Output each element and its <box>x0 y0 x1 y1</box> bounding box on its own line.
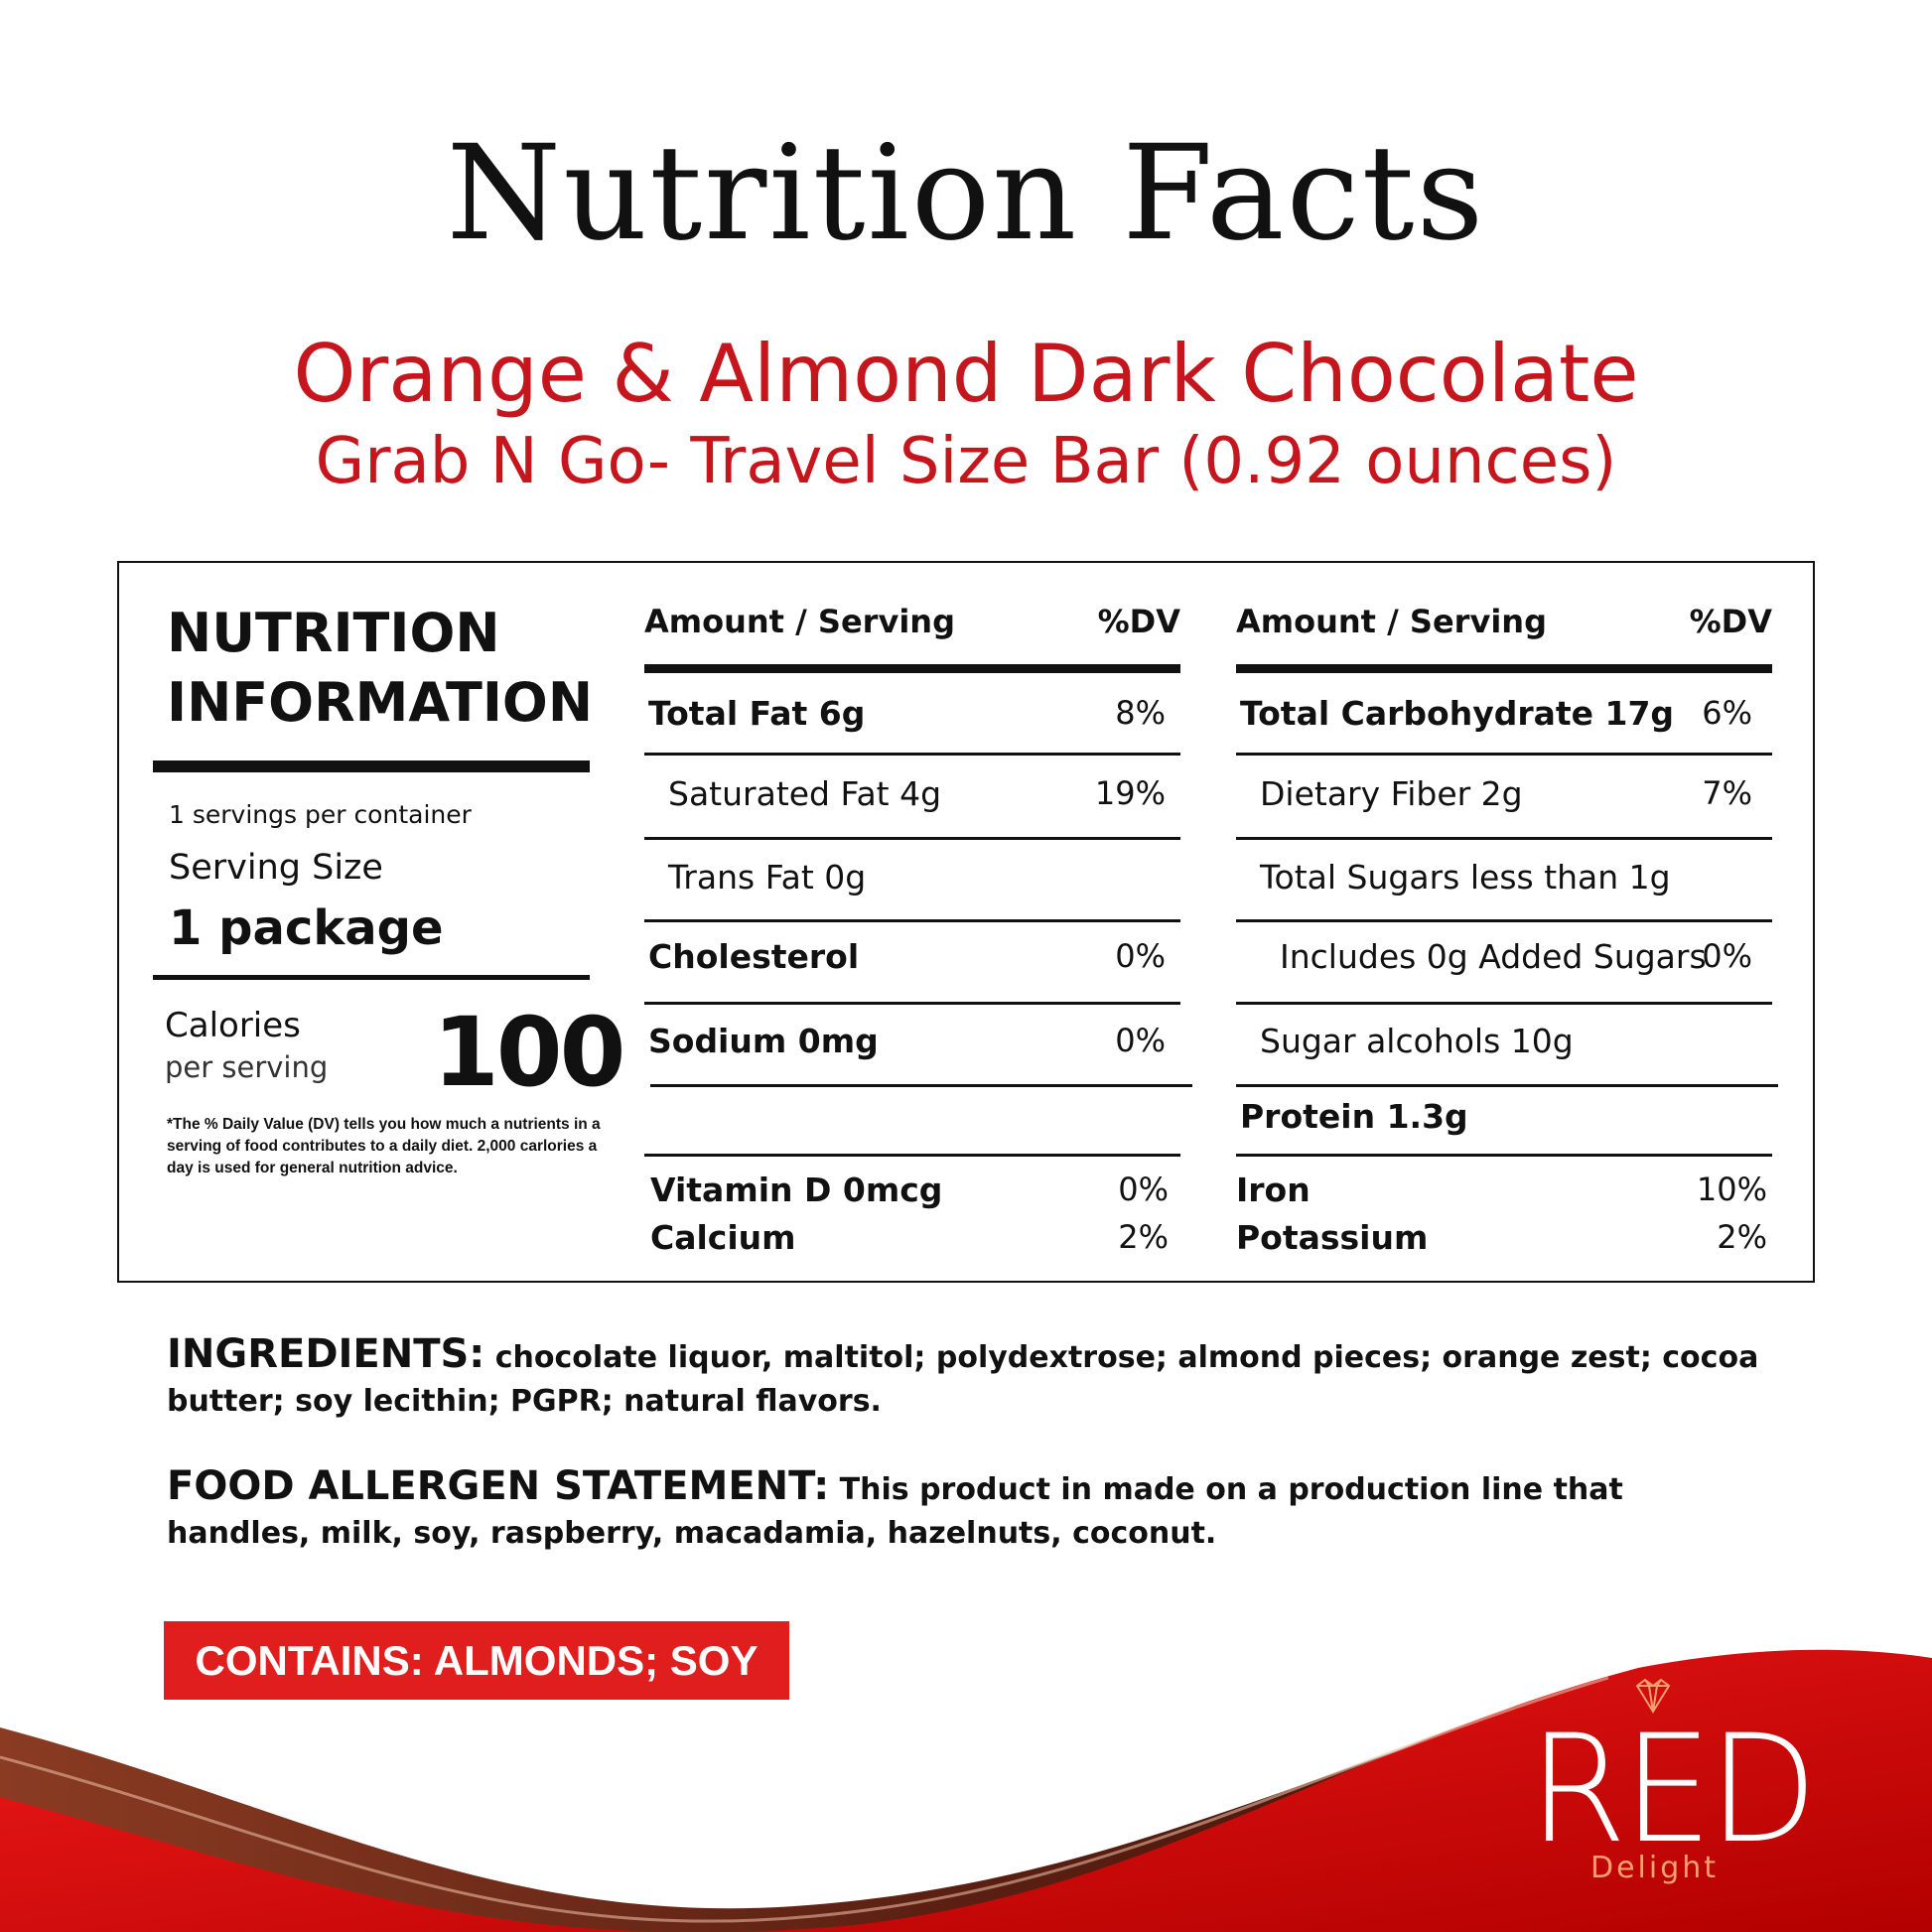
servings-per-container: 1 servings per container <box>169 800 472 829</box>
divider <box>1236 919 1772 922</box>
ingredients-label: INGREDIENTS: <box>167 1331 485 1377</box>
divider <box>153 760 590 772</box>
nutrition-panel <box>117 561 1815 1283</box>
mineral-dv: 2% <box>1118 1218 1169 1256</box>
nutrient-label: Cholesterol <box>648 937 860 976</box>
brand-logo: RED <box>1528 1704 1818 1876</box>
nutrient-label: Trans Fat 0g <box>668 858 867 897</box>
divider <box>1236 1084 1778 1087</box>
allergen-statement: FOOD ALLERGEN STATEMENT: This product in… <box>167 1464 1775 1556</box>
divider <box>1236 837 1772 840</box>
allergen-label: FOOD ALLERGEN STATEMENT: <box>167 1463 830 1509</box>
nutrient-label: Total Carbohydrate 17g <box>1240 694 1675 733</box>
nutrient-dv: 0% <box>1115 1022 1166 1059</box>
nutrient-label: Sodium 0mg <box>648 1022 879 1060</box>
nutrient-label: Dietary Fiber 2g <box>1260 774 1523 813</box>
dv-header: %DV <box>1689 603 1772 640</box>
divider <box>650 1084 1192 1087</box>
nutrient-dv: 6% <box>1702 694 1752 732</box>
wave-highlight <box>0 1676 1609 1923</box>
mineral-label: Calcium <box>650 1218 796 1257</box>
brand-tagline: Delight <box>1590 1851 1720 1885</box>
divider <box>644 1154 1180 1157</box>
product-name: Orange & Almond Dark Chocolate <box>293 328 1639 420</box>
nutrient-label: Includes 0g Added Sugars <box>1280 937 1707 976</box>
panel-heading-1: NUTRITION <box>167 602 500 664</box>
column-header: Amount / Serving <box>1236 603 1547 640</box>
nutrient-label: Total Fat 6g <box>648 694 866 733</box>
nutrient-dv: 7% <box>1702 774 1752 812</box>
divider <box>1236 1154 1772 1157</box>
divider <box>644 753 1180 756</box>
nutrient-dv: 19% <box>1094 774 1166 812</box>
divider <box>153 975 590 980</box>
allergen-text: This product in made on a production lin… <box>167 1472 1623 1551</box>
ingredients-text: chocolate liquor, maltitol; polydextrose… <box>167 1340 1759 1419</box>
dv-header: %DV <box>1097 603 1180 640</box>
product-size: Grab N Go- Travel Size Bar (0.92 ounces) <box>315 425 1617 498</box>
mineral-label: Vitamin D 0mcg <box>650 1171 943 1209</box>
divider <box>644 1002 1180 1005</box>
mineral-label: Iron <box>1236 1171 1311 1209</box>
divider <box>644 837 1180 840</box>
calories-label: Calories <box>165 1006 301 1045</box>
footnote: *The % Daily Value (DV) tells you how mu… <box>167 1116 601 1176</box>
divider <box>1236 664 1772 673</box>
nutrient-label: Sugar alcohols 10g <box>1260 1022 1574 1060</box>
divider <box>1236 753 1772 756</box>
ingredients: INGREDIENTS: chocolate liquor, maltitol;… <box>167 1332 1775 1424</box>
mineral-label: Potassium <box>1236 1218 1429 1257</box>
nutrient-label: Protein 1.3g <box>1240 1097 1468 1136</box>
contains-badge: CONTAINS: ALMONDS; SOY <box>164 1621 789 1700</box>
divider <box>644 664 1180 673</box>
nutrient-dv: 8% <box>1115 694 1166 732</box>
mineral-dv: 2% <box>1717 1218 1767 1256</box>
panel-heading-2: INFORMATION <box>167 671 594 734</box>
serving-size-label: Serving Size <box>169 848 383 888</box>
mineral-dv: 0% <box>1118 1171 1169 1208</box>
calories-value: 100 <box>433 997 625 1108</box>
mineral-dv: 10% <box>1696 1171 1767 1208</box>
nutrient-dv: 0% <box>1702 937 1752 975</box>
red-layer <box>0 1649 1932 1932</box>
calories-sub: per serving <box>165 1050 329 1084</box>
divider <box>1236 1002 1772 1005</box>
divider <box>644 919 1180 922</box>
nutrient-label: Saturated Fat 4g <box>668 774 942 813</box>
page-title: Nutrition Facts <box>446 117 1486 270</box>
nutrient-label: Total Sugars less than 1g <box>1260 858 1671 897</box>
diamond-heart-icon <box>1635 1678 1671 1714</box>
nutrient-dv: 0% <box>1115 937 1166 975</box>
serving-size-value: 1 package <box>169 900 444 956</box>
chocolate-wave <box>0 1649 1932 1932</box>
column-header: Amount / Serving <box>644 603 955 640</box>
